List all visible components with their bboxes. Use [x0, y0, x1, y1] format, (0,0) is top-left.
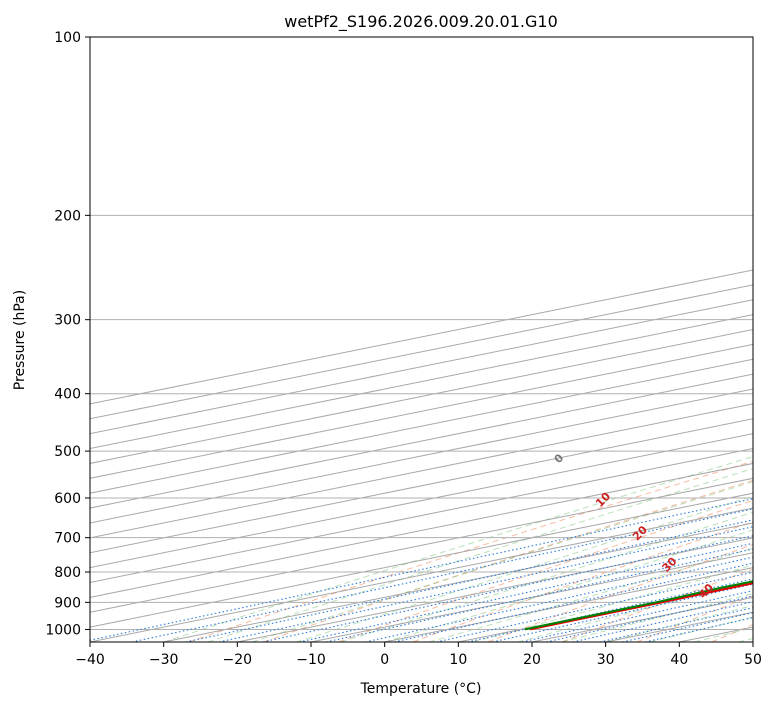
- isotherm-line: [90, 418, 753, 554]
- dry-adiabat-line: [338, 499, 753, 642]
- isotherm-line: [90, 299, 753, 435]
- moist-adiabat-line: [428, 547, 753, 642]
- y-tick-label: 1000: [45, 622, 81, 638]
- y-tick-label: 700: [54, 531, 81, 547]
- x-tick-label: 20: [523, 652, 541, 668]
- isotherm-line: [90, 433, 753, 569]
- x-tick-label: −30: [149, 652, 179, 668]
- isotherm-line: [90, 328, 753, 464]
- y-tick-label: 200: [54, 208, 81, 224]
- isotherm-line: [90, 492, 753, 628]
- isobar-lines: [90, 37, 753, 630]
- plot-frame: [89, 36, 754, 643]
- mixing-ratio-line: [90, 498, 753, 641]
- isotherm-line: [90, 284, 753, 420]
- x-tick-label: −20: [223, 652, 253, 668]
- y-tick-label: 900: [54, 595, 81, 611]
- x-tick-label: 0: [380, 652, 389, 668]
- x-tick-label: 10: [449, 652, 467, 668]
- y-tick-label: 600: [54, 491, 81, 507]
- isotherm-line: [90, 448, 753, 583]
- y-axis-label: Pressure (hPa): [12, 290, 28, 390]
- isotherm-line: [90, 462, 753, 598]
- moist-adiabat-line: [561, 592, 753, 642]
- moist-adiabat-line: [163, 456, 753, 642]
- y-tick-label: 400: [54, 387, 81, 403]
- isotherm-line: [163, 522, 753, 642]
- isotherm-lines: [90, 269, 753, 642]
- x-tick-label: −40: [75, 652, 105, 668]
- mixing-ratio-line: [131, 508, 753, 642]
- mixing-ratio-line: [436, 571, 753, 642]
- moist-adiabat-line: [340, 511, 753, 642]
- dry-adiabat-line: [412, 521, 753, 642]
- x-tick-label: −10: [296, 652, 326, 668]
- isotherm-line: [90, 314, 753, 450]
- y-tick-label: 800: [54, 565, 81, 581]
- x-tick-label: 50: [744, 652, 762, 668]
- mixing-ratio-line: [262, 535, 753, 642]
- dry-adiabat-line: [188, 460, 753, 642]
- y-tick-label: 100: [54, 30, 81, 46]
- y-axis: 100 200 300 400 500 600 700 800 900 1000: [45, 30, 90, 638]
- isotherm-line: [237, 537, 753, 642]
- plot-area: [90, 37, 753, 642]
- y-tick-label: 300: [54, 313, 81, 329]
- x-axis-label: Temperature (°C): [360, 681, 482, 697]
- x-tick-label: 40: [670, 652, 688, 668]
- chart-title: wetPf2_S196.2026.009.20.01.G10: [284, 12, 558, 32]
- isotherm-line: [90, 477, 753, 613]
- plot-background: [90, 37, 753, 642]
- isotherm-line: [90, 507, 753, 642]
- dry-adiabat-line: [263, 479, 753, 642]
- x-axis: −40 −30 −20 −10 0 10 20 30 40 50: [75, 642, 762, 668]
- mixing-ratio-line: [365, 556, 753, 642]
- y-tick-label: 500: [54, 444, 81, 460]
- mixing-ratio-line: [521, 590, 753, 642]
- mixing-ratio-line: [546, 595, 753, 642]
- mixing-ratio-line: [492, 583, 753, 642]
- isotherm-line: [90, 269, 753, 405]
- x-tick-label: 30: [597, 652, 615, 668]
